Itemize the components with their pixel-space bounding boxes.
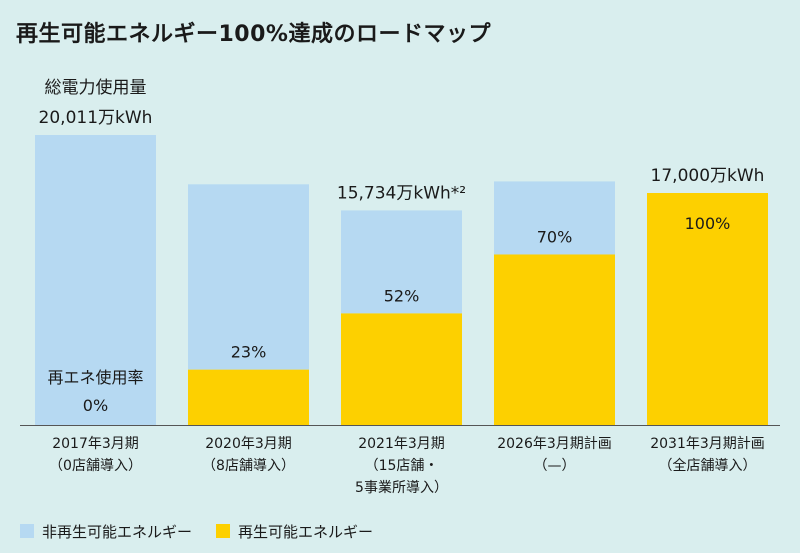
legend-label-renewable: 再生可能エネルギー	[238, 522, 374, 541]
total-annotation-0-1: 20,011万kWh	[39, 108, 153, 128]
bar-renewable-3	[494, 254, 615, 425]
legend-swatch-renewable	[216, 524, 231, 538]
category-label-0-1: （0店舗導入）	[49, 458, 142, 474]
legend-swatch-non-renewable	[20, 524, 34, 538]
total-annotation-2-0: 17,000万kWh	[651, 166, 765, 186]
total-annotation-0-0: 総電力使用量	[45, 77, 147, 98]
bar-non-renewable-3	[494, 181, 615, 255]
category-label-3-1: （—）	[534, 458, 576, 474]
chart-title: 再生可能エネルギー100%達成のロードマップ	[16, 22, 491, 47]
share-label-0: 0%	[83, 396, 108, 415]
category-label-4-0: 2031年3月期計画	[650, 436, 765, 452]
category-label-4-1: （全店舗導入）	[659, 457, 757, 474]
category-label-1-1: （8店舗導入）	[202, 458, 295, 474]
bar-renewable-4	[647, 193, 768, 425]
share-label-1: 23%	[231, 343, 267, 362]
legend-item-non-renewable: 非再生可能エネルギー	[20, 521, 192, 542]
bar-renewable-1	[188, 369, 309, 425]
legend-item-renewable: 再生可能エネルギー	[216, 521, 373, 542]
category-label-0-0: 2017年3月期	[52, 436, 139, 452]
category-label-1-0: 2020年3月期	[205, 436, 292, 452]
legend: 非再生可能エネルギー 再生可能エネルギー	[20, 520, 397, 542]
category-label-2-0: 2021年3月期	[358, 436, 445, 452]
bar-renewable-2	[341, 313, 462, 425]
share-label-3: 70%	[537, 227, 573, 246]
share-label-4: 100%	[685, 214, 731, 233]
total-annotation-1-0: 15,734万kWh*²	[337, 183, 466, 203]
bar-non-renewable-2	[341, 210, 462, 314]
category-label-2-1: （15店舗・	[365, 458, 439, 474]
category-label-3-0: 2026年3月期計画	[497, 436, 612, 452]
share-caption: 再エネ使用率	[47, 368, 143, 387]
category-label-2-2: 5事業所導入）	[355, 480, 448, 496]
bar-non-renewable-1	[188, 184, 309, 370]
legend-label-non-renewable: 非再生可能エネルギー	[42, 522, 193, 541]
share-label-2: 52%	[384, 286, 420, 305]
bar-non-renewable-0	[35, 135, 156, 425]
